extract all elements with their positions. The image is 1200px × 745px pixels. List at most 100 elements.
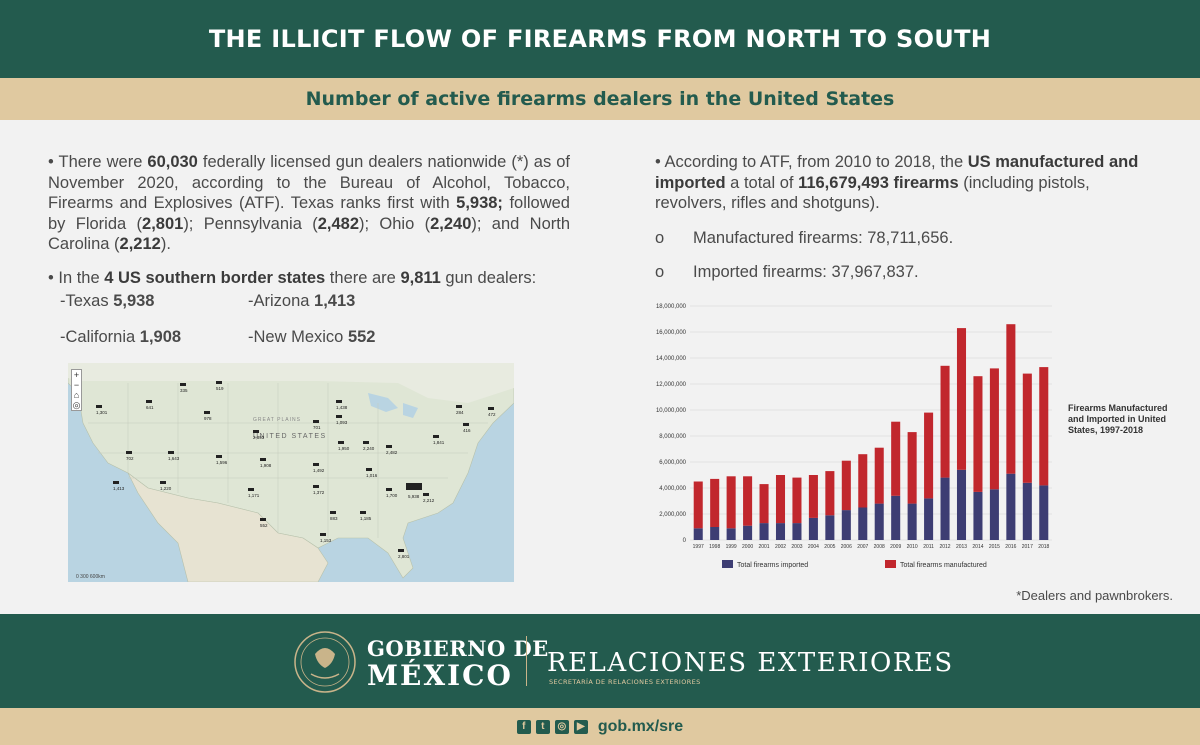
- title-banner: THE ILLICIT FLOW OF FIREARMS FROM NORTH …: [0, 0, 1200, 78]
- instagram-icon[interactable]: ◎: [554, 719, 569, 734]
- dealers-map[interactable]: UNITED STATES GREAT PLAINS 1,301 641 519 33…: [68, 363, 514, 582]
- bar-manufactured: [940, 365, 950, 478]
- dealer-count-label: 2,240: [363, 446, 375, 451]
- gun-marker-icon: [248, 488, 254, 491]
- text: • There were: [48, 153, 148, 171]
- text: federally licensed gun dealers nationwid…: [48, 153, 570, 212]
- bar-imported: [808, 517, 818, 540]
- gun-marker-icon: [456, 405, 462, 408]
- dealer-count-label: 1,438: [336, 405, 348, 410]
- y-tick-label: 4,000,000: [659, 486, 686, 492]
- gun-marker-icon: [336, 400, 342, 403]
- dealer-count-label: 335: [180, 388, 188, 393]
- locate-icon[interactable]: ◎: [72, 400, 81, 410]
- bar-imported: [874, 503, 884, 540]
- gun-marker-icon: [216, 381, 222, 384]
- zoom-out-icon[interactable]: −: [73, 380, 80, 390]
- gun-marker-icon: [386, 488, 392, 491]
- bar-manufactured: [759, 484, 769, 524]
- manufactured-text: Manufactured firearms: 78,711,656.: [693, 228, 954, 247]
- x-tick-label: 2017: [1022, 544, 1033, 550]
- dealer-count-label: 519: [216, 386, 224, 391]
- bottom-strip: f t ◎ ▶ gob.mx/sre: [0, 708, 1200, 745]
- bar-manufactured: [1022, 373, 1032, 483]
- state-california: -California 1,908: [60, 328, 181, 347]
- dealer-count-label: 1,153: [320, 538, 332, 543]
- firearms-total: 116,679,493 firearms: [798, 173, 959, 192]
- dealer-count-label: 1,301: [96, 410, 108, 415]
- bar-imported: [693, 528, 703, 540]
- twitter-icon[interactable]: t: [535, 719, 550, 734]
- home-icon[interactable]: ⌂: [73, 390, 80, 400]
- text: there are: [325, 268, 401, 287]
- gun-marker-icon: [126, 451, 132, 454]
- right-column: • According to ATF, from 2010 to 2018, t…: [655, 152, 1165, 283]
- gun-marker-icon: [313, 485, 319, 488]
- y-tick-label: 6,000,000: [659, 460, 686, 466]
- x-tick-label: 2004: [808, 544, 819, 550]
- dealer-count-label: 1,185: [360, 516, 372, 521]
- footer: GOBIERNO DE MÉXICO RELACIONES EXTERIORES…: [0, 614, 1200, 708]
- x-tick-label: 2005: [824, 544, 835, 550]
- gun-marker-icon: [398, 549, 404, 552]
- bar-manufactured: [907, 432, 917, 504]
- gun-marker-icon: [146, 400, 152, 403]
- bar-imported: [841, 510, 851, 540]
- facebook-icon[interactable]: f: [516, 719, 531, 734]
- atf-paragraph: • According to ATF, from 2010 to 2018, t…: [655, 152, 1165, 214]
- legend-swatch: [885, 560, 896, 568]
- gun-marker-icon: [260, 458, 266, 461]
- bar-imported: [1039, 485, 1049, 540]
- imported-bullet: o Imported firearms: 37,967,837.: [655, 262, 1165, 283]
- gobierno-label: GOBIERNO DE: [367, 636, 549, 661]
- text: ); Ohio (: [359, 214, 431, 233]
- mexico-landmass: [127, 472, 329, 582]
- bar-imported: [1022, 482, 1032, 540]
- y-tick-label: 16,000,000: [656, 330, 687, 336]
- map-zoom-controls: + − ⌂ ◎: [71, 369, 82, 411]
- zoom-in-icon[interactable]: +: [73, 370, 80, 380]
- bar-imported: [743, 525, 753, 540]
- map-country-label: UNITED STATES: [253, 433, 327, 440]
- dealers-paragraph: • There were 60,030 federally licensed g…: [48, 152, 570, 255]
- bar-manufactured: [1039, 367, 1049, 486]
- bar-manufactured: [841, 460, 851, 511]
- bullet-marker: o: [655, 263, 665, 281]
- gun-marker-icon: [260, 518, 266, 521]
- mexico-seal-icon: [294, 631, 356, 693]
- website-link[interactable]: gob.mx/sre: [597, 717, 684, 735]
- bar-manufactured: [973, 376, 983, 492]
- bar-manufactured: [891, 421, 901, 496]
- gun-marker-icon: [463, 423, 469, 426]
- manufactured-bullet: o Manufactured firearms: 78,711,656.: [655, 228, 1165, 249]
- x-tick-label: 1997: [693, 544, 704, 550]
- text: (including pistols, revolvers, rifles an…: [655, 173, 1090, 213]
- bar-imported: [940, 477, 950, 540]
- bar-imported: [907, 503, 917, 540]
- state-value: 1,413: [314, 292, 356, 310]
- bar-manufactured: [808, 475, 818, 518]
- y-tick-label: 0: [683, 538, 687, 544]
- bar-imported: [891, 495, 901, 540]
- dealer-count-label: 1,171: [248, 493, 260, 498]
- gun-marker-icon: [406, 483, 422, 490]
- bar-imported: [726, 528, 736, 540]
- x-tick-label: 2000: [742, 544, 753, 550]
- x-tick-label: 1999: [726, 544, 737, 550]
- x-tick-label: 2001: [758, 544, 769, 550]
- state-value: 552: [347, 328, 376, 346]
- gun-marker-icon: [488, 407, 494, 410]
- bar-manufactured: [956, 328, 967, 470]
- x-tick-label: 2014: [972, 544, 983, 550]
- bar-imported: [858, 507, 868, 540]
- state-borders: [88, 383, 488, 538]
- bar-imported: [710, 527, 720, 540]
- dealer-count-label: 2,482: [386, 450, 398, 455]
- youtube-icon[interactable]: ▶: [573, 719, 588, 734]
- state-value: 5,938: [113, 292, 155, 310]
- bar-imported: [792, 523, 802, 540]
- state-name: -Arizona: [248, 292, 315, 310]
- dealer-count-label: 1,596: [216, 460, 228, 465]
- bullet-marker: o: [655, 228, 665, 247]
- x-tick-label: 2012: [939, 544, 950, 550]
